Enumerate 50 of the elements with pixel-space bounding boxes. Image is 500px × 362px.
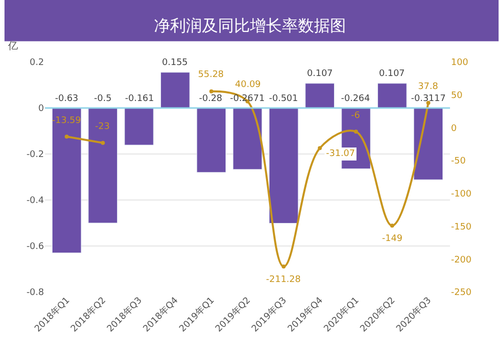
data-label: -31.07 bbox=[326, 149, 356, 159]
bar bbox=[52, 108, 82, 254]
data-label: -0.264 bbox=[341, 94, 370, 104]
data-label: 40.09 bbox=[235, 80, 262, 90]
y2-tick-label: -100 bbox=[451, 190, 472, 200]
bar bbox=[88, 108, 118, 224]
point bbox=[318, 146, 322, 150]
y2-tick-label: 0 bbox=[451, 124, 457, 134]
bar bbox=[124, 108, 154, 146]
data-label: -6 bbox=[351, 111, 360, 121]
data-label: 55.28 bbox=[198, 70, 224, 80]
y-tick-label: 0.2 bbox=[30, 58, 44, 68]
bar bbox=[268, 108, 298, 224]
data-label: -0.161 bbox=[125, 94, 154, 104]
bar bbox=[160, 72, 190, 108]
data-label: 37.8 bbox=[418, 82, 438, 92]
y-tick-label: -0.6 bbox=[26, 242, 44, 252]
data-label: 0.107 bbox=[379, 69, 405, 79]
bar bbox=[196, 108, 226, 173]
point bbox=[390, 224, 394, 228]
data-label: -0.3117 bbox=[411, 94, 446, 104]
y-tick-label: 0 bbox=[38, 104, 44, 114]
y2-tick-label: 100 bbox=[451, 58, 468, 68]
bar bbox=[305, 83, 335, 108]
y-tick-label: -0.2 bbox=[26, 150, 44, 160]
data-label: -0.63 bbox=[55, 94, 78, 104]
y-axis-title: 亿 bbox=[7, 41, 18, 52]
data-label: 0.155 bbox=[162, 58, 188, 68]
data-label: -13.59 bbox=[52, 116, 82, 126]
point bbox=[282, 264, 286, 269]
bar bbox=[377, 83, 407, 108]
data-label: -149 bbox=[382, 234, 403, 244]
data-label: -0.501 bbox=[269, 94, 298, 104]
data-label: -0.5 bbox=[94, 94, 112, 104]
chart-title: 净利润及同比增长率数据图 bbox=[154, 16, 346, 35]
y-tick-label: -0.4 bbox=[26, 196, 44, 206]
point bbox=[209, 89, 214, 94]
y2-tick-label: -150 bbox=[451, 222, 472, 232]
y-tick-label: -0.8 bbox=[26, 288, 44, 298]
y2-tick-label: 50 bbox=[451, 91, 463, 102]
bar bbox=[232, 108, 262, 170]
y2-tick-label: -250 bbox=[451, 288, 472, 298]
point bbox=[354, 130, 358, 134]
y2-tick-label: -200 bbox=[451, 255, 472, 266]
data-label: 0.107 bbox=[307, 69, 333, 79]
data-label: -0.28 bbox=[199, 94, 223, 104]
data-label: -211.28 bbox=[266, 275, 302, 285]
bar bbox=[414, 108, 444, 180]
data-label: -23 bbox=[95, 122, 110, 132]
y2-tick-label: -50 bbox=[451, 156, 466, 167]
